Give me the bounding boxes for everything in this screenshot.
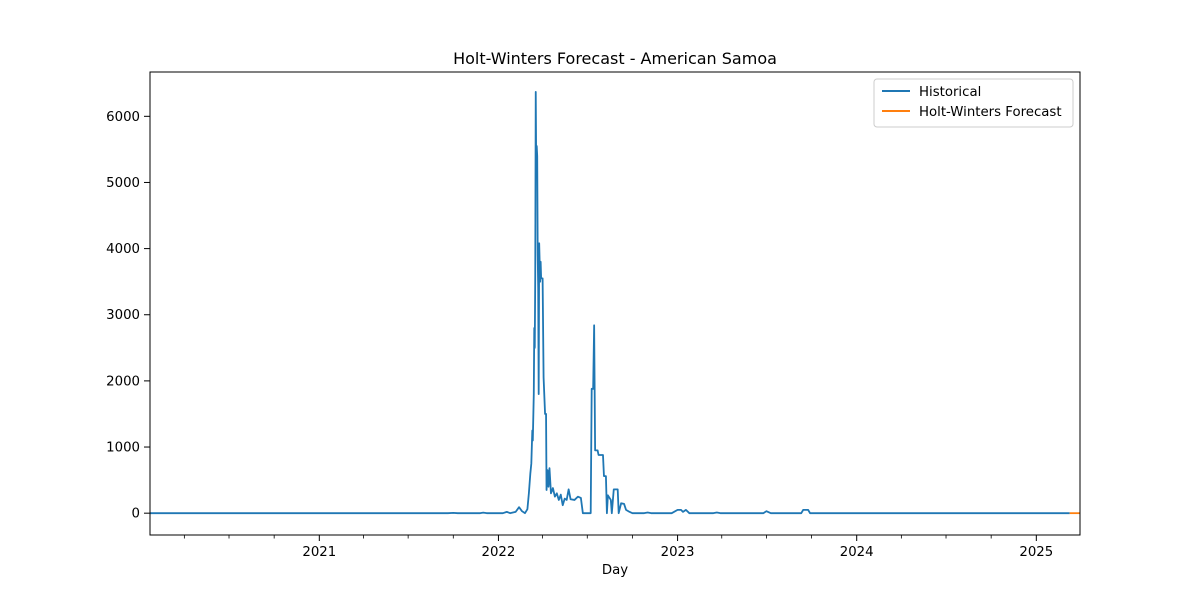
y-tick-label: 4000 <box>106 242 140 257</box>
x-axis-label: Day <box>602 563 628 578</box>
legend-label-forecast: Holt-Winters Forecast <box>919 105 1062 120</box>
series-line-historical <box>150 90 1070 515</box>
legend: Historical Holt-Winters Forecast <box>873 78 1074 128</box>
x-axis: 2021 2022 2023 2024 2025 <box>183 535 1053 560</box>
y-tick-label: 2000 <box>106 374 140 389</box>
y-axis: 0 1000 2000 3000 4000 5000 6000 <box>106 110 150 522</box>
plot-background <box>150 72 1080 535</box>
y-tick-label: 5000 <box>106 176 140 191</box>
axes-frame <box>149 71 1081 536</box>
x-tick-label: 2022 <box>482 545 516 560</box>
y-tick-label: 6000 <box>106 110 140 125</box>
legend-frame <box>873 78 1074 128</box>
x-tick-label: 2025 <box>1019 545 1053 560</box>
x-tick-label: 2021 <box>302 545 336 560</box>
x-tick-label: 2024 <box>840 545 874 560</box>
legend-label-historical: Historical <box>919 85 981 100</box>
plot-area <box>149 71 1081 536</box>
y-tick-label: 1000 <box>106 441 140 456</box>
x-tick-label: 2023 <box>661 545 695 560</box>
y-tick-label: 3000 <box>106 308 140 323</box>
y-tick-label: 0 <box>132 507 140 522</box>
chart-title: Holt-Winters Forecast - American Samoa <box>453 49 777 68</box>
